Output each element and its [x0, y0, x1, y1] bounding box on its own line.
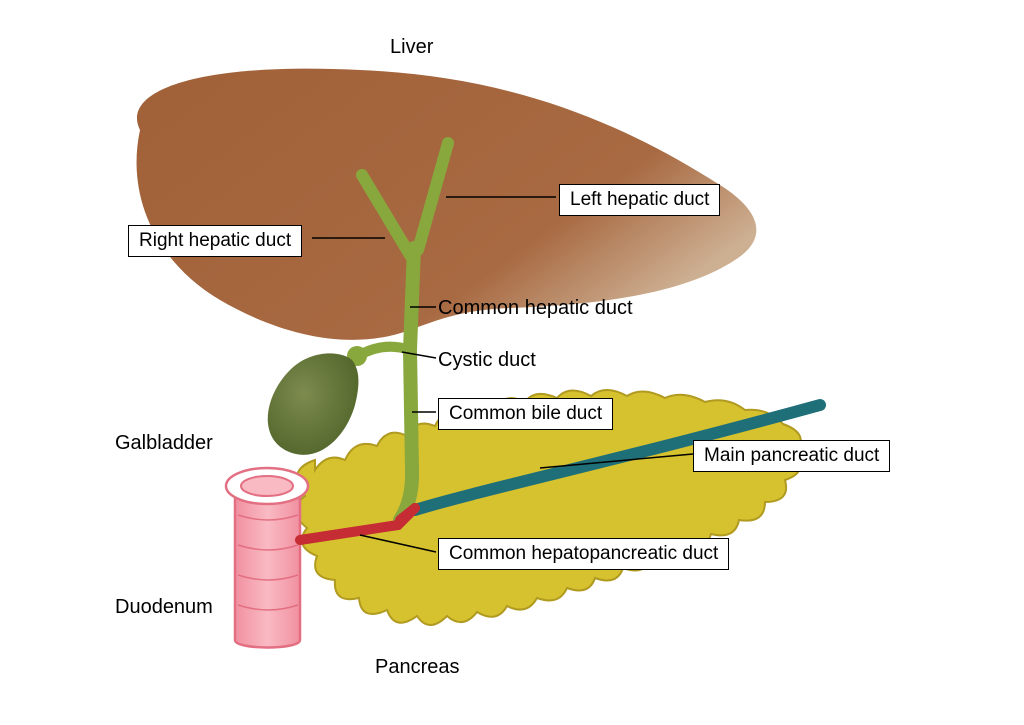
duodenum-label: Duodenum [115, 596, 213, 619]
cystic-label: Cystic duct [438, 349, 536, 372]
gallbladder-label: Galbladder [115, 432, 213, 455]
hepatopancreatic-label: Common hepatopancreatic duct [438, 538, 729, 570]
common-bile-label: Common bile duct [438, 398, 613, 430]
left-hepatic-label: Left hepatic duct [559, 184, 720, 216]
liver-label: Liver [390, 36, 433, 59]
gallbladder-shape [268, 353, 359, 454]
main-pancreatic-label: Main pancreatic duct [693, 440, 890, 472]
right-hepatic-label: Right hepatic duct [128, 225, 302, 257]
common-hepatic-label: Common hepatic duct [438, 297, 633, 320]
duodenum-shape [226, 468, 308, 648]
pancreas-label: Pancreas [375, 656, 460, 679]
